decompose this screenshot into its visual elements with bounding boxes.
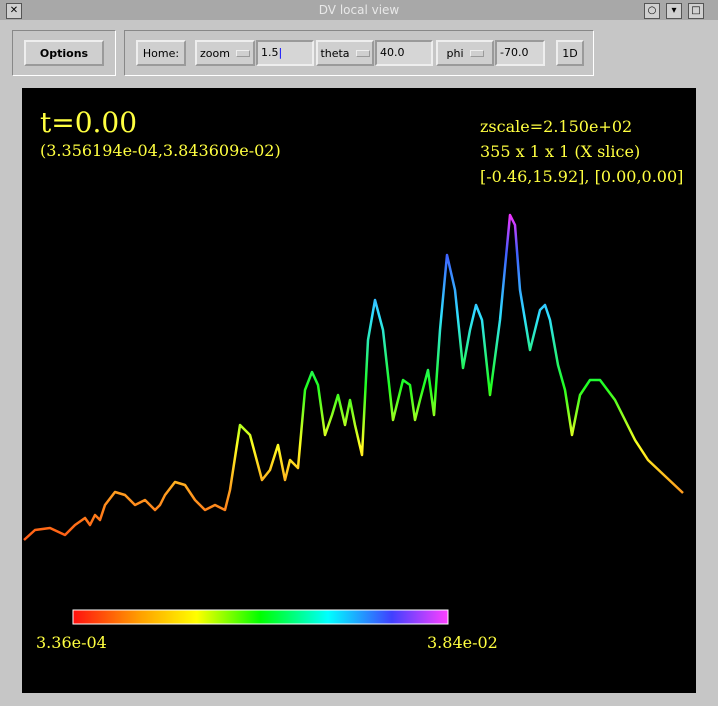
shade-button[interactable]: ▾ [666, 3, 682, 19]
zoom-label: zoom [200, 46, 230, 60]
colorbar-min: 3.36e-04 [36, 633, 107, 652]
maximize-button[interactable]: □ [688, 3, 704, 19]
view-group [124, 30, 594, 76]
colorbar-max: 3.84e-02 [427, 633, 498, 652]
phi-value: -70.0 [500, 46, 529, 59]
close-button[interactable]: ✕ [6, 3, 22, 19]
phi-label: phi [446, 46, 464, 60]
zoom-input[interactable]: 1.5| [256, 40, 314, 66]
options-group [12, 30, 116, 76]
theta-menu[interactable]: theta [316, 40, 374, 66]
zoom-menu[interactable]: zoom [195, 40, 255, 66]
theta-label: theta [320, 46, 350, 60]
range-label: (3.356194e-04,3.843609e-02) [40, 141, 281, 160]
iconify-button[interactable]: ○ [644, 3, 660, 19]
theta-value: 40.0 [380, 46, 405, 59]
phi-menu[interactable]: phi [436, 40, 494, 66]
info-line: 355 x 1 x 1 (X slice) [480, 142, 640, 161]
curve [23, 213, 684, 541]
options-button[interactable]: Options [24, 40, 104, 66]
zoom-value: 1.5 [261, 46, 279, 59]
theta-input[interactable]: 40.0 [375, 40, 433, 66]
colorbar [72, 609, 449, 625]
time-label: t=0.00 [40, 106, 137, 139]
info-line: [-0.46,15.92], [0.00,0.00] [480, 167, 683, 186]
home-button[interactable]: Home: [136, 40, 186, 66]
mode-button[interactable]: 1D [556, 40, 584, 66]
info-line: zscale=2.150e+02 [480, 117, 632, 136]
plot: t=0.00 (3.356194e-04,3.843609e-02) zscal… [22, 88, 696, 693]
window-title: DV local view [0, 0, 718, 20]
phi-input[interactable]: -70.0 [495, 40, 545, 66]
